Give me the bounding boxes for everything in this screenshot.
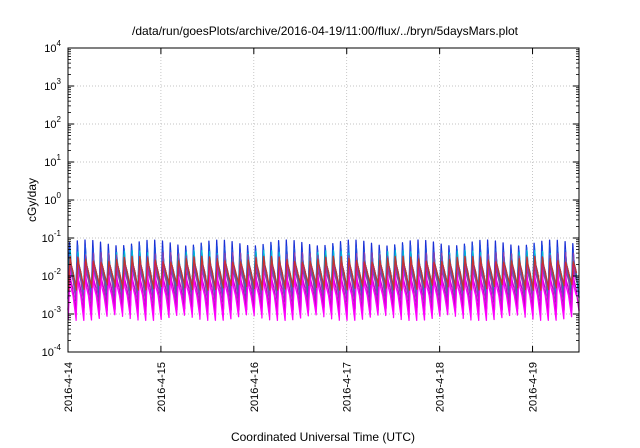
series-line	[67, 255, 578, 291]
x-tick-label: 2016-4-16	[249, 362, 261, 412]
y-tick-label: 103	[44, 77, 61, 93]
y-tick-label: 10-1	[42, 229, 62, 245]
y-tick-label: 10-3	[42, 305, 62, 321]
x-tick-label: 2016-4-15	[156, 362, 168, 412]
y-tick-label: 104	[44, 39, 61, 55]
y-tick-label: 10-4	[42, 343, 62, 359]
x-tick-label: 2016-4-17	[342, 362, 354, 412]
y-tick-label: 100	[44, 191, 61, 207]
y-tick-label: 101	[44, 153, 61, 169]
y-axis-label: cGy/day	[25, 178, 39, 222]
series-line	[67, 269, 577, 322]
chart-title: /data/run/goesPlots/archive/2016-04-19/1…	[132, 24, 519, 38]
x-tick-label: 2016-4-18	[435, 362, 447, 412]
y-tick-label: 102	[44, 115, 61, 131]
x-axis: 2016-4-14 2016-4-15 2016-4-16 2016-4-17 2016…	[63, 48, 540, 412]
x-axis-label: Coordinated Universal Time (UTC)	[231, 430, 415, 444]
x-tick-label: 2016-4-19	[528, 362, 540, 412]
y-axis: 104 103 102 101 100 10-1 10-2 10-3 10-4	[42, 39, 579, 359]
y-tick-label: 10-2	[42, 267, 62, 283]
x-tick-label: 2016-4-14	[63, 362, 75, 412]
series-lines	[67, 239, 580, 322]
